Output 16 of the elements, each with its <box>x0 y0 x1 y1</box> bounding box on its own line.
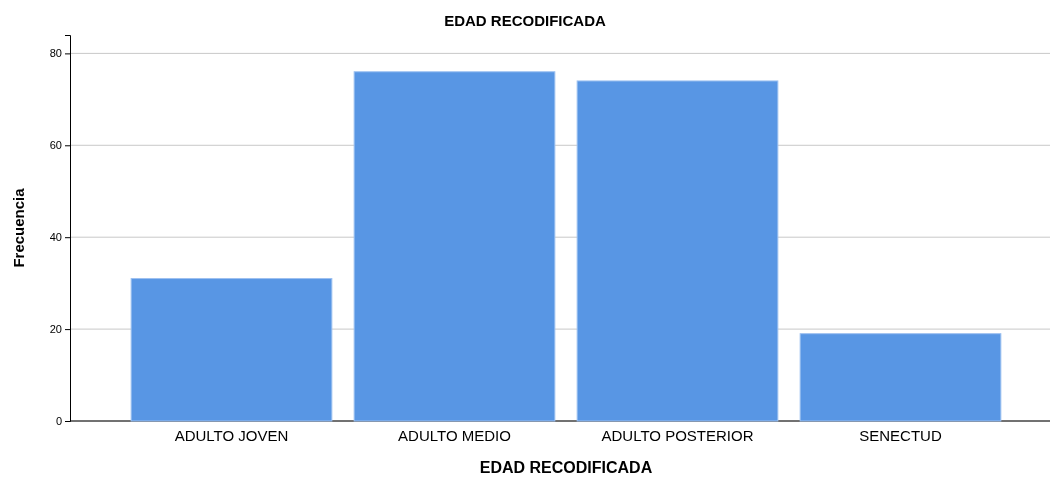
bar <box>130 278 333 422</box>
x-tick-label: ADULTO POSTERIOR <box>601 426 754 444</box>
y-tick-label: 0 <box>55 415 62 428</box>
y-tick-label: 40 <box>49 231 62 244</box>
y-tick-label: 20 <box>49 323 62 336</box>
x-tick-label: SENECTUD <box>859 426 942 444</box>
y-tick-label: 60 <box>49 139 62 152</box>
x-axis-title: EDAD RECODIFICADA <box>479 459 653 476</box>
y-axis-title: Frecuencia <box>10 187 27 268</box>
chart-title: EDAD RECODIFICADA <box>444 12 606 29</box>
x-tick-label: ADULTO MEDIO <box>398 426 511 444</box>
bar <box>576 80 779 422</box>
bar <box>353 71 556 422</box>
x-tick-label: ADULTO JOVEN <box>174 426 289 444</box>
y-tick-label: 80 <box>49 47 62 60</box>
bar <box>799 333 1002 422</box>
